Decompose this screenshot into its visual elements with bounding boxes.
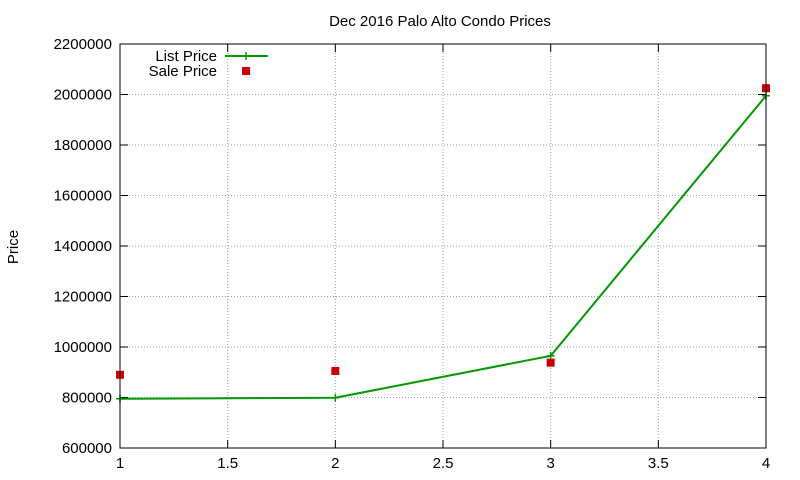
y-tick-label: 2200000 xyxy=(54,36,112,53)
y-tick-label: 1200000 xyxy=(54,289,112,306)
gridlines xyxy=(120,44,766,448)
legend-label-list-price: List Price xyxy=(155,48,217,65)
x-tick-label: 2 xyxy=(331,455,339,472)
x-tick-label: 2.5 xyxy=(433,455,454,472)
y-tick-label: 1400000 xyxy=(54,238,112,255)
tick-labels: 1 1.5 2 2.5 3 3.5 4 600000 800000 1000000 1200000 1… xyxy=(54,36,771,472)
x-tick-label: 3.5 xyxy=(648,455,669,472)
y-tick-label: 1800000 xyxy=(54,137,112,154)
y-tick-label: 600000 xyxy=(62,440,112,457)
chart-title: Dec 2016 Palo Alto Condo Prices xyxy=(329,13,551,30)
list-price-point xyxy=(331,393,340,402)
y-axis-label: Price xyxy=(5,230,22,264)
legend-label-sale-price: Sale Price xyxy=(149,63,217,80)
legend-sample-list-price-marker xyxy=(242,52,250,60)
plot-frame xyxy=(119,43,767,449)
y-tick-label: 800000 xyxy=(62,390,112,407)
x-tick-label: 1 xyxy=(116,455,124,472)
sale-price-point xyxy=(331,366,340,375)
y-tick-label: 2000000 xyxy=(54,87,112,104)
list-price-line xyxy=(119,95,767,400)
legend: List Price Sale Price xyxy=(149,48,268,80)
sale-price-point xyxy=(546,358,555,367)
y-tick-label: 1600000 xyxy=(54,188,112,205)
x-tick-label: 3 xyxy=(546,455,554,472)
legend-sample-sale-price-marker xyxy=(242,67,250,75)
x-tick-label: 4 xyxy=(762,455,770,472)
x-tick-label: 1.5 xyxy=(217,455,238,472)
list-price-point xyxy=(546,351,555,360)
y-tick-label: 1000000 xyxy=(54,339,112,356)
